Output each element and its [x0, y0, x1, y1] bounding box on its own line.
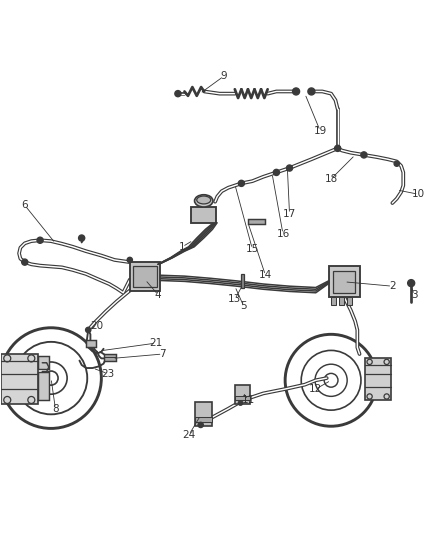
Text: 21: 21 — [149, 338, 162, 348]
Text: 15: 15 — [245, 244, 258, 254]
Text: 5: 5 — [240, 301, 246, 311]
Bar — [1, 354, 38, 405]
Bar — [86, 340, 95, 348]
Bar — [332, 271, 354, 293]
Text: 23: 23 — [101, 369, 114, 379]
Ellipse shape — [194, 195, 212, 207]
Bar — [195, 402, 212, 426]
Bar — [38, 372, 49, 400]
Text: 11: 11 — [241, 395, 254, 405]
Bar — [195, 417, 212, 422]
Circle shape — [238, 401, 242, 405]
Bar — [133, 265, 156, 287]
Circle shape — [37, 237, 43, 243]
Bar — [234, 397, 250, 400]
Text: 20: 20 — [90, 320, 103, 330]
Text: 4: 4 — [155, 290, 161, 300]
Text: 16: 16 — [276, 229, 289, 239]
Bar — [191, 207, 216, 223]
Circle shape — [21, 259, 28, 265]
Circle shape — [393, 161, 399, 166]
Circle shape — [334, 146, 340, 151]
Circle shape — [127, 257, 132, 263]
Circle shape — [307, 88, 314, 95]
Circle shape — [174, 91, 180, 96]
Text: 10: 10 — [411, 189, 424, 199]
Text: 12: 12 — [308, 384, 321, 394]
Bar — [338, 297, 343, 305]
Bar — [234, 385, 250, 405]
Bar — [346, 297, 351, 305]
Circle shape — [286, 165, 292, 171]
Bar — [328, 266, 359, 297]
Text: 24: 24 — [182, 430, 195, 440]
Text: 2: 2 — [388, 281, 395, 291]
Text: 9: 9 — [220, 71, 227, 81]
Bar — [38, 356, 49, 369]
Bar — [241, 274, 244, 287]
Text: 19: 19 — [313, 126, 326, 136]
Bar — [130, 262, 160, 290]
Circle shape — [273, 169, 279, 175]
Bar — [103, 353, 116, 361]
Text: 1: 1 — [179, 242, 185, 252]
Bar — [247, 219, 264, 224]
Text: 17: 17 — [282, 209, 296, 219]
Circle shape — [360, 152, 366, 158]
Circle shape — [292, 88, 299, 95]
Bar — [330, 297, 336, 305]
Bar — [364, 358, 390, 400]
Text: 18: 18 — [324, 174, 337, 184]
Text: 14: 14 — [258, 270, 272, 280]
Text: 6: 6 — [21, 200, 28, 210]
Circle shape — [407, 280, 414, 287]
Text: 13: 13 — [228, 294, 241, 304]
Circle shape — [85, 327, 91, 333]
Circle shape — [198, 422, 203, 427]
Ellipse shape — [196, 196, 210, 204]
Text: 7: 7 — [159, 349, 166, 359]
Text: 8: 8 — [52, 403, 59, 414]
Text: 3: 3 — [410, 290, 417, 300]
Circle shape — [78, 235, 85, 241]
Circle shape — [238, 180, 244, 187]
